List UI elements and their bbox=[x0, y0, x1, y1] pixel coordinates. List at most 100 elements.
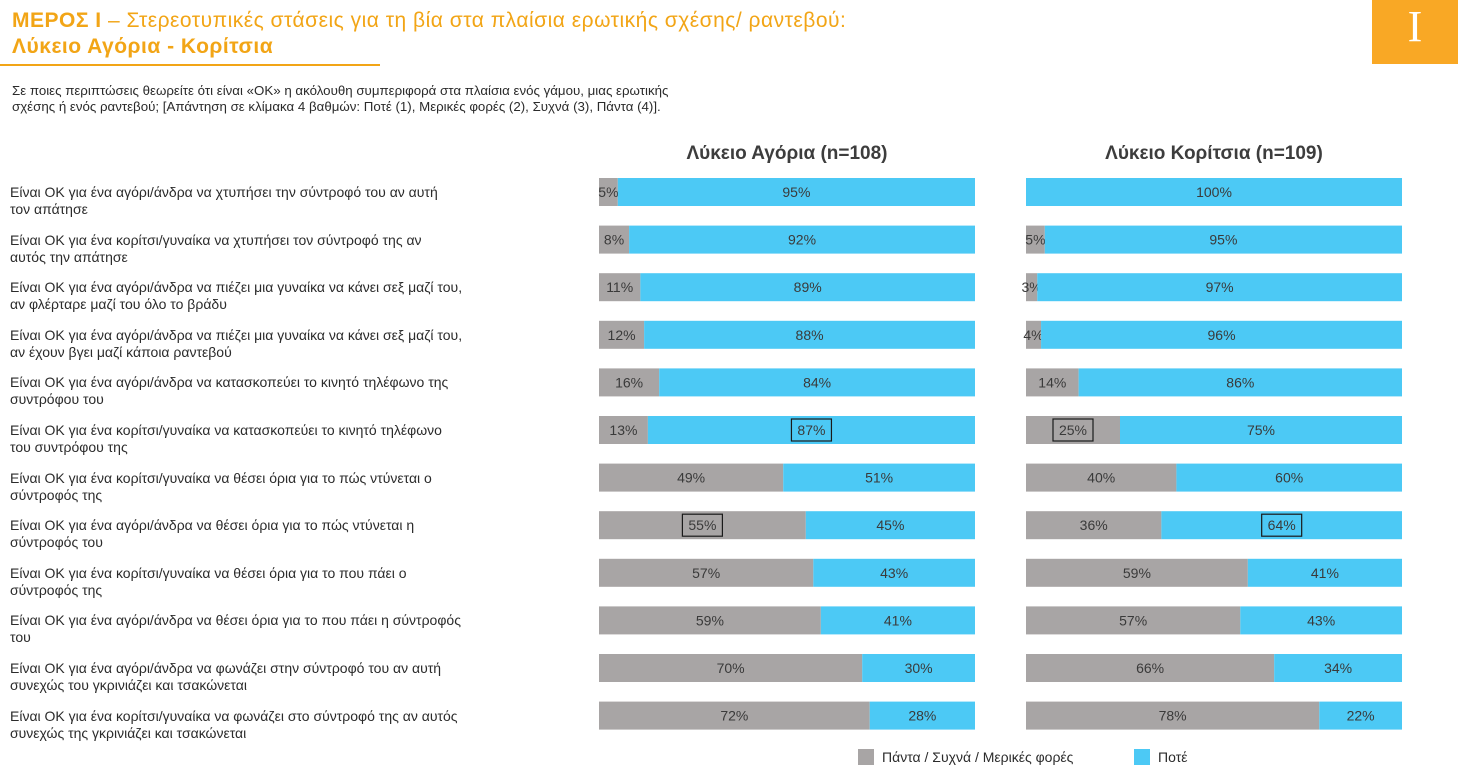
bar-segment-always-sometimes bbox=[599, 178, 618, 206]
bar-value-label: 70% bbox=[717, 660, 745, 676]
highlight-box bbox=[1261, 513, 1303, 537]
bar-segment-always-sometimes bbox=[1026, 558, 1248, 587]
bar-value-label: 34% bbox=[1324, 660, 1352, 676]
panel-title-boys: Λύκειο Αγόρια (n=108) bbox=[686, 143, 888, 164]
legend-label-never: Ποτέ bbox=[1158, 749, 1188, 765]
statement-label-line: Είναι ΟΚ για ένα κορίτσι/γυναίκα να θέσε… bbox=[10, 469, 432, 486]
statement-label: Είναι ΟΚ για ένα κορίτσι/γυναίκα να χτυπ… bbox=[10, 232, 580, 266]
bar-value-label: 3% bbox=[1022, 279, 1042, 295]
legend-swatch-grey bbox=[858, 749, 874, 765]
bar-value-label: 86% bbox=[1226, 374, 1254, 390]
bar-value-label: 5% bbox=[598, 184, 618, 200]
bar-value-label: 60% bbox=[1275, 470, 1303, 486]
bar-value-label: 22% bbox=[1347, 708, 1375, 724]
statement-label-line: Είναι ΟΚ για ένα κορίτσι/γυναίκα να φωνά… bbox=[10, 707, 458, 724]
bar-value-label: 51% bbox=[865, 470, 893, 486]
bar-value-label: 72% bbox=[720, 708, 748, 724]
bar-value-label: 57% bbox=[692, 565, 720, 581]
bar-value-label: 4% bbox=[1023, 327, 1043, 343]
statement-label: Είναι ΟΚ για ένα αγόρι/άνδρα να φωνάζει … bbox=[10, 660, 580, 694]
statement-label-line: αν έχουν βγει μαζί κάποια ραντεβού bbox=[10, 343, 232, 360]
statement-label: Είναι ΟΚ για ένα αγόρι/άνδρα να πιέζει μ… bbox=[10, 327, 580, 361]
page-title-part: ΜΕΡΟΣ Ι bbox=[12, 9, 102, 32]
statement-label-line: συντρόφου του bbox=[10, 391, 104, 408]
bar-segment-always-sometimes bbox=[1026, 463, 1177, 492]
statement-label-line: σύντροφός της bbox=[10, 486, 103, 503]
bar-value-label: 43% bbox=[1307, 612, 1335, 628]
bar-segment-always-sometimes bbox=[1026, 511, 1162, 540]
highlight-box bbox=[790, 418, 833, 442]
bar-value-label: 55% bbox=[688, 517, 716, 533]
bar-segment-never bbox=[644, 320, 975, 349]
bar-segment-always-sometimes bbox=[599, 368, 660, 397]
legend-swatch-blue bbox=[1134, 749, 1150, 765]
bar-value-label: 96% bbox=[1208, 327, 1236, 343]
bar-segment-never bbox=[640, 273, 975, 302]
highlight-box bbox=[681, 513, 724, 537]
bar-value-label: 5% bbox=[1025, 232, 1045, 248]
bar-value-label: 12% bbox=[608, 327, 636, 343]
bar-segment-always-sometimes bbox=[1026, 368, 1079, 397]
bar-value-label: 16% bbox=[615, 374, 643, 390]
bar-value-label: 11% bbox=[606, 279, 633, 295]
statement-label: Είναι ΟΚ για ένα κορίτσι/γυναίκα να θέσε… bbox=[10, 565, 580, 599]
bar-segment-always-sometimes bbox=[599, 558, 814, 587]
statement-label: Είναι ΟΚ για ένα κορίτσι/γυναίκα να φωνά… bbox=[10, 708, 580, 742]
statement-label-line: Είναι ΟΚ για ένα αγόρι/άνδρα να φωνάζει … bbox=[10, 660, 442, 676]
bar-value-label: 59% bbox=[1123, 565, 1151, 581]
bar-segment-never bbox=[869, 701, 975, 730]
bar-segment-never bbox=[659, 368, 975, 397]
bar-value-label: 78% bbox=[1159, 708, 1187, 724]
statement-label-line: Είναι ΟΚ για ένα κορίτσι/γυναίκα να θέσε… bbox=[10, 564, 407, 581]
bar-value-label: 36% bbox=[1080, 517, 1108, 533]
statement-label-line: Είναι ΟΚ για ένα αγόρι/άνδρα να θέσει όρ… bbox=[10, 517, 415, 534]
legend-label-always-sometimes: Πάντα / Συχνά / Μερικές φορές bbox=[882, 749, 1074, 765]
bar-value-label: 8% bbox=[604, 232, 624, 248]
bar-value-label: 64% bbox=[1268, 517, 1296, 533]
statement-label: Είναι ΟΚ για ένα κορίτσι/γυναίκα να θέσε… bbox=[10, 470, 580, 504]
bar-segment-never bbox=[1319, 701, 1402, 730]
bar-segment-never bbox=[805, 511, 975, 540]
bar-value-label: 95% bbox=[782, 184, 810, 200]
bar-value-label: 59% bbox=[696, 612, 724, 628]
bar-segment-never bbox=[820, 606, 975, 635]
bar-value-label: 25% bbox=[1059, 422, 1087, 438]
statement-label: Είναι ΟΚ για ένα αγόρι/άνδρα να κατασκοπ… bbox=[10, 374, 580, 408]
statement-label: Είναι ΟΚ για ένα αγόρι/άνδρα να θέσει όρ… bbox=[10, 612, 580, 646]
question-text: Σε ποιες περιπτώσεις θεωρείτε ότι είναι … bbox=[12, 83, 912, 115]
statement-label-line: Είναι ΟΚ για ένα αγόρι/άνδρα να θέσει όρ… bbox=[10, 612, 461, 629]
bar-value-label: 45% bbox=[876, 517, 904, 533]
bar-segment-always-sometimes bbox=[1026, 701, 1320, 730]
bar-segment-never bbox=[1041, 320, 1402, 349]
statement-label-line: σύντροφός του bbox=[10, 534, 103, 551]
bar-value-label: 66% bbox=[1136, 660, 1164, 676]
bar-segment-always-sometimes bbox=[599, 463, 784, 492]
bar-segment-never bbox=[1240, 606, 1402, 635]
statement-label-line: του bbox=[10, 629, 31, 646]
bar-segment-always-sometimes bbox=[599, 654, 863, 682]
panel-bars: 100% 5% 95% 3% 97% 4% 96% 14% 86% 25% 75% 40% 60% 36%… bbox=[1022, 178, 1402, 730]
bar-segment-always-sometimes bbox=[599, 320, 645, 349]
title-underline bbox=[0, 64, 380, 66]
bar-value-label: 95% bbox=[1209, 232, 1237, 248]
bar-segment-never bbox=[1176, 463, 1402, 492]
bar-segment-always-sometimes bbox=[1026, 416, 1120, 444]
bar-value-label: 89% bbox=[794, 279, 822, 295]
statement-label-line: συνεχώς του γκρινιάζει και τσακώνεται bbox=[10, 677, 247, 693]
statement-label: Είναι ΟΚ για ένα αγόρι/άνδρα να θέσει όρ… bbox=[10, 517, 580, 551]
statement-label-line: Είναι ΟΚ για ένα αγόρι/άνδρα να κατασκοπ… bbox=[10, 374, 449, 391]
bar-value-label: 92% bbox=[788, 232, 816, 248]
bar-segment-always-sometimes bbox=[599, 225, 630, 254]
page-title-subject: – Στερεοτυπικές στάσεις για τη βία στα π… bbox=[101, 9, 847, 32]
bar-value-label: 49% bbox=[677, 470, 705, 486]
statement-label-line: Είναι ΟΚ για ένα κορίτσι/γυναίκα να χτυπ… bbox=[10, 231, 422, 248]
bar-value-label: 41% bbox=[884, 612, 912, 628]
bar-segment-always-sometimes bbox=[1026, 225, 1045, 254]
bar-segment-never bbox=[783, 463, 975, 492]
bar-value-label: 75% bbox=[1247, 422, 1275, 438]
bar-segment-never bbox=[813, 558, 975, 587]
bar-value-label: 87% bbox=[797, 422, 825, 438]
bar-segment-never bbox=[1026, 178, 1402, 206]
bar-value-label: 43% bbox=[880, 565, 908, 581]
